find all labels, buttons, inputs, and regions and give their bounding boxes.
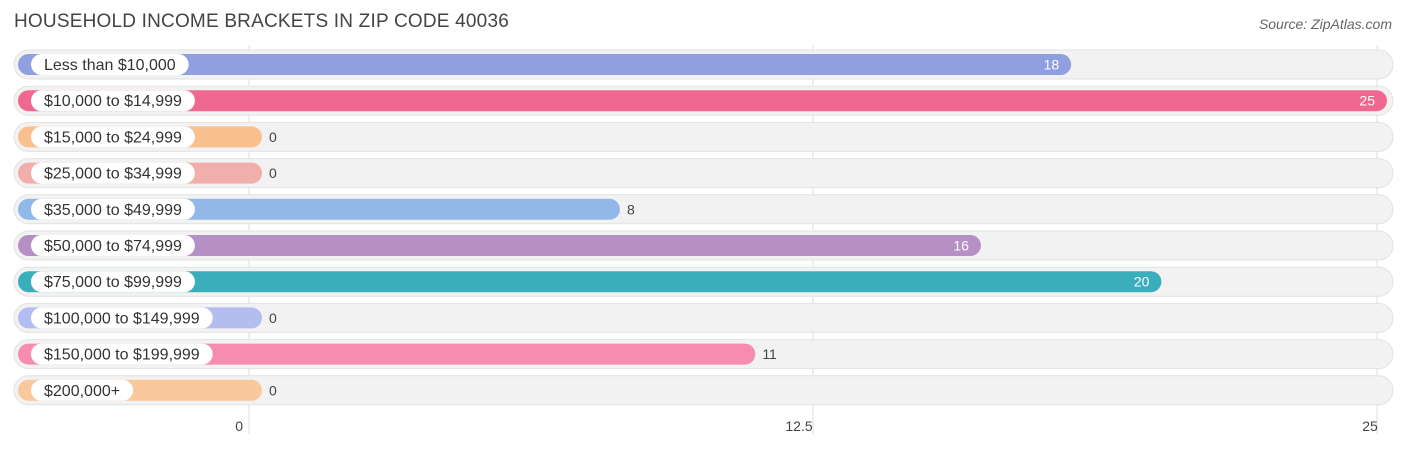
category-label-pill xyxy=(31,198,195,220)
category-label: $150,000 to $199,999 xyxy=(44,347,200,364)
bar-row: $25,000 to $34,999 0 xyxy=(13,158,1394,189)
category-label: $15,000 to $24,999 xyxy=(44,129,182,146)
bar-row: $150,000 to $199,999 11 xyxy=(13,339,1394,370)
value-label: 16 xyxy=(953,238,969,254)
chart-title: HOUSEHOLD INCOME BRACKETS IN ZIP CODE 40… xyxy=(14,11,509,32)
tick-label: 12.5 xyxy=(785,418,812,434)
value-label: 11 xyxy=(762,346,777,362)
value-label: 25 xyxy=(1359,93,1375,109)
value-label: 18 xyxy=(1044,57,1060,73)
category-label-pill xyxy=(31,54,189,75)
category-label: $25,000 to $34,999 xyxy=(44,166,182,183)
bar-row: $75,000 to $99,999 20 xyxy=(13,266,1394,297)
row-track xyxy=(13,375,1394,406)
category-label-pill xyxy=(31,379,134,401)
row-track xyxy=(13,302,1394,333)
bar-row: $200,000+ 0 xyxy=(13,375,1394,406)
bar-row: $100,000 to $149,999 0 xyxy=(13,302,1394,333)
category-label: $50,000 to $74,999 xyxy=(44,238,182,255)
value-label: 0 xyxy=(269,310,277,326)
category-label-pill xyxy=(31,307,213,329)
row-track xyxy=(13,121,1394,152)
bar xyxy=(18,54,1072,75)
value-label: 8 xyxy=(627,201,635,217)
category-label: $35,000 to $49,999 xyxy=(44,202,182,219)
value-label: 0 xyxy=(269,165,277,181)
category-label-pill xyxy=(31,126,195,148)
category-label-pill xyxy=(31,162,195,184)
bar xyxy=(18,90,1387,112)
x-axis-ticks: 0 12.5 25 xyxy=(235,418,1378,434)
value-label: 20 xyxy=(1134,274,1150,290)
category-label: $10,000 to $14,999 xyxy=(44,93,182,110)
bar-row: $35,000 to $49,999 8 xyxy=(13,194,1394,225)
row-track xyxy=(13,158,1394,189)
tick-label: 0 xyxy=(235,418,243,434)
bar xyxy=(18,271,1162,293)
category-label: $200,000+ xyxy=(44,383,120,400)
bar-row: $50,000 to $74,999 16 xyxy=(13,230,1394,261)
category-label: $75,000 to $99,999 xyxy=(44,274,182,291)
category-label-pill xyxy=(31,343,213,365)
value-label: 0 xyxy=(269,129,277,145)
category-label: $100,000 to $149,999 xyxy=(44,310,200,327)
bar-row: $15,000 to $24,999 0 xyxy=(13,121,1394,152)
source-credit: Source: ZipAtlas.com xyxy=(1258,16,1392,32)
bar xyxy=(18,235,981,256)
bar-row: Less than $10,000 18 xyxy=(13,49,1394,80)
bar-row: $10,000 to $14,999 25 xyxy=(13,85,1394,116)
category-label-pill xyxy=(31,271,195,293)
tick-label: 25 xyxy=(1362,418,1378,434)
category-label-pill xyxy=(31,235,195,256)
category-label: Less than $10,000 xyxy=(44,57,176,74)
category-label-pill xyxy=(31,90,195,112)
value-label: 0 xyxy=(269,382,277,398)
